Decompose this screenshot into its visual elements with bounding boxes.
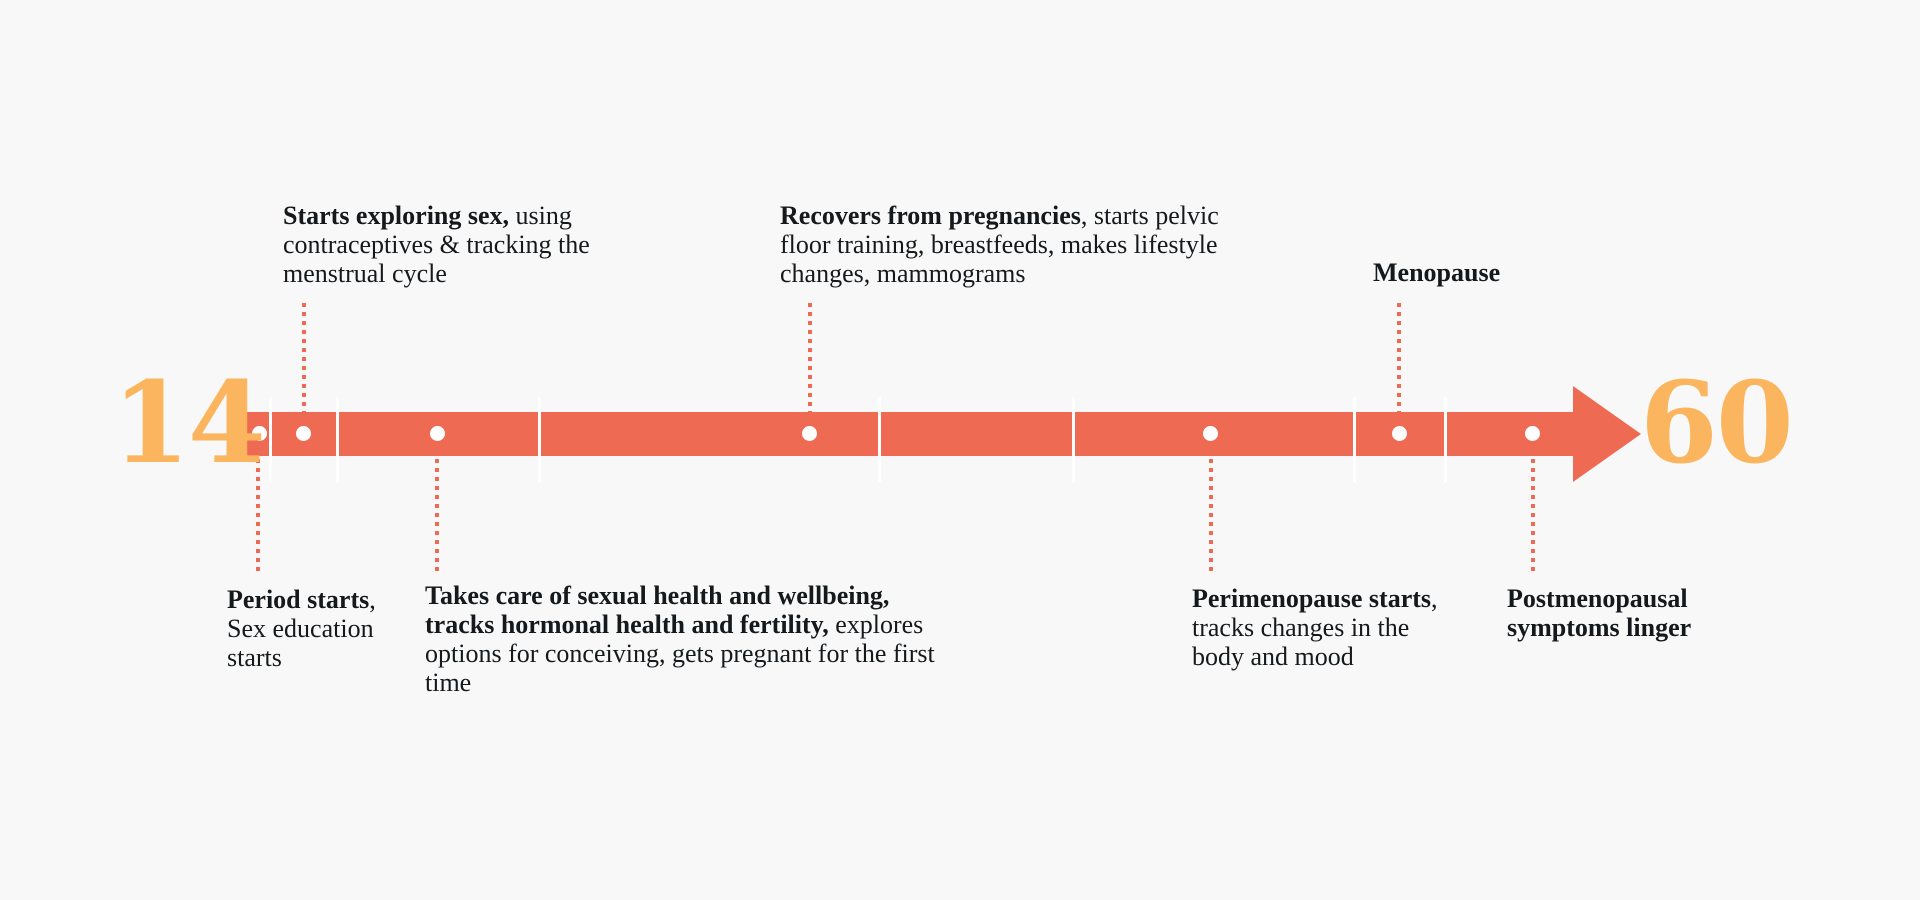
timeline-bar: [246, 412, 1575, 456]
event-label-recovers-from-pregnancies: Recovers from pregnancies, starts pelvic…: [780, 201, 1230, 288]
event-label-rest-text: , starts pelvic floor training, breastfe…: [780, 201, 1219, 288]
event-label-rest-text: using contraceptives & tracking the mens…: [283, 201, 590, 288]
leader-line: [435, 459, 439, 572]
event-label-starts-exploring-sex: Starts exploring sex, using contraceptiv…: [283, 201, 628, 288]
tick-mark: [1072, 397, 1075, 482]
event-label-bold-text: Starts exploring sex,: [283, 201, 510, 230]
age-start-number: 14: [112, 358, 266, 489]
event-label-bold-text: Period starts: [227, 585, 370, 614]
timeline-dot: [1392, 426, 1407, 441]
leader-line: [1397, 303, 1401, 412]
leader-line: [1531, 459, 1535, 572]
arrow-right-icon: [1573, 386, 1641, 482]
event-label-bold-text: Postmenopausal symptoms linger: [1507, 584, 1692, 642]
event-label-menopause: Menopause: [1373, 258, 1633, 287]
timeline-dot: [296, 426, 311, 441]
leader-line: [256, 459, 260, 572]
tick-mark: [1444, 397, 1447, 482]
tick-mark: [538, 397, 541, 482]
tick-mark: [1353, 397, 1356, 482]
leader-line: [302, 303, 306, 412]
timeline-dot: [430, 426, 445, 441]
timeline-dot: [252, 426, 267, 441]
timeline-dot: [1525, 426, 1540, 441]
event-label-takes-care-of-sexual-health: Takes care of sexual health and wellbein…: [425, 581, 960, 697]
timeline-dot: [1203, 426, 1218, 441]
tick-mark: [269, 397, 272, 482]
age-end-number: 60: [1640, 358, 1794, 489]
leader-line: [1209, 459, 1213, 572]
event-label-second-line: Sex education starts: [227, 614, 374, 672]
tick-mark: [878, 397, 881, 482]
event-label-rest-text: , tracks changes in the body and mood: [1192, 584, 1438, 671]
timeline-dot: [802, 426, 817, 441]
event-label-bold-text: Menopause: [1373, 258, 1501, 287]
event-label-rest-text: ,: [369, 585, 376, 614]
tick-mark: [336, 397, 339, 482]
event-label-rest-text: explores options for conceiving, gets pr…: [425, 610, 935, 697]
event-label-bold-text: Recovers from pregnancies: [780, 201, 1081, 230]
leader-line: [808, 303, 812, 412]
event-label-bold-text: Takes care of sexual health and wellbein…: [425, 581, 890, 639]
event-label-postmenopausal-symptoms: Postmenopausal symptoms linger: [1507, 584, 1747, 642]
event-label-period-starts: Period starts, Sex education starts: [227, 585, 382, 672]
event-label-bold-text: Perimenopause starts: [1192, 584, 1432, 613]
event-label-perimenopause-starts: Perimenopause starts, tracks changes in …: [1192, 584, 1452, 671]
